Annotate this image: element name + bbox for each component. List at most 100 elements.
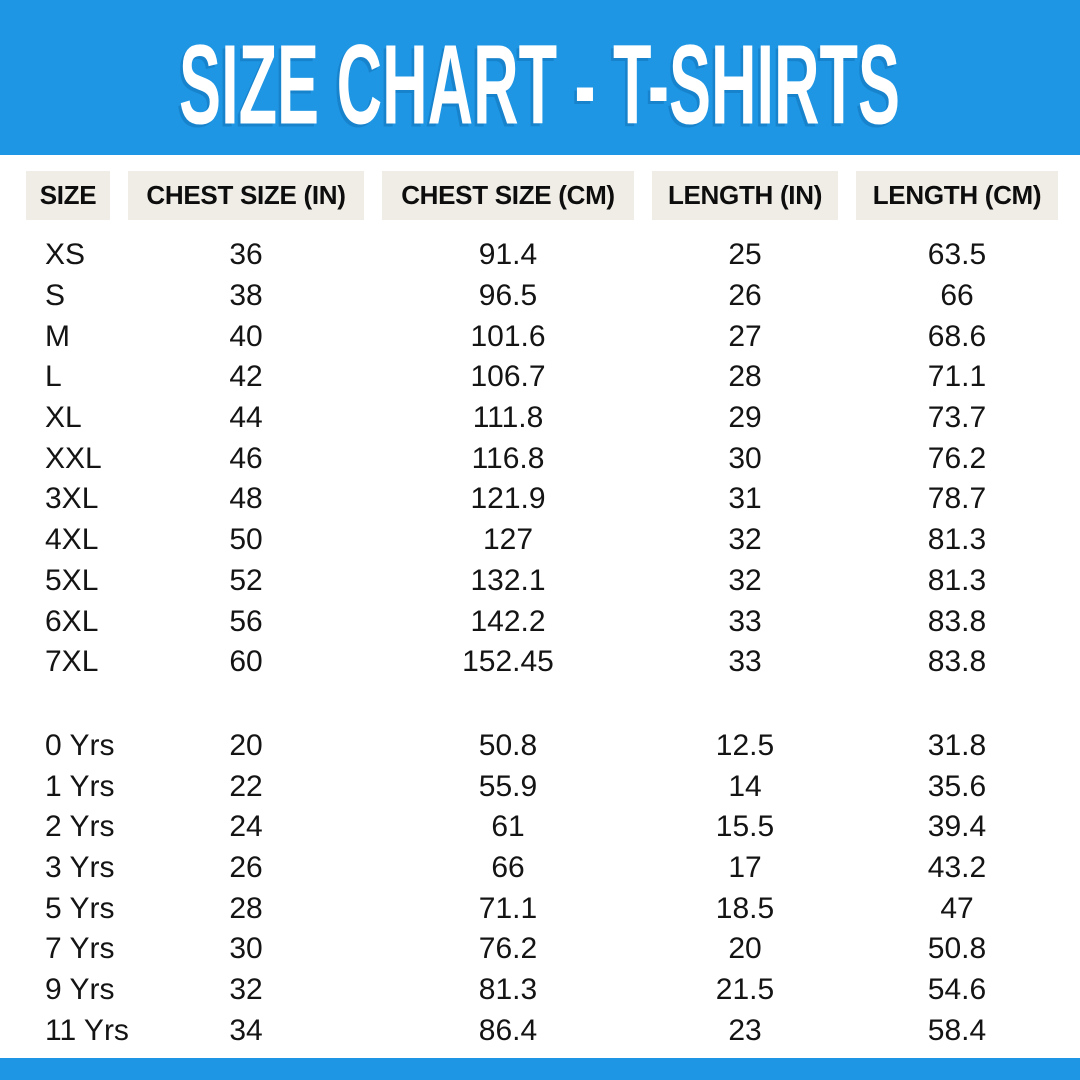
value-cell: 91.4	[478, 238, 538, 272]
table-header-row: SIZE CHEST SIZE (IN) CHEST SIZE (CM) LENGTH…	[26, 171, 1058, 220]
value-cell: 26	[229, 850, 263, 884]
value-cell: 24	[229, 810, 263, 844]
value-cell: 76.2	[927, 441, 987, 475]
value-cell: 73.7	[927, 401, 987, 435]
value-cell: 81.3	[927, 523, 987, 557]
value-cell: 127	[482, 523, 534, 557]
value-cell: 28	[229, 891, 263, 925]
kids-size-row: 5 Yrs 28 71.1 18.5 47	[26, 888, 1058, 929]
value-cell: 81.3	[927, 563, 987, 597]
value-cell: 56	[229, 604, 263, 638]
size-label-cell: 6XL	[45, 604, 99, 638]
value-cell: 54.6	[927, 973, 987, 1007]
value-cell: 29	[728, 401, 762, 435]
value-cell: 35.6	[927, 769, 987, 803]
value-cell: 132.1	[470, 563, 546, 597]
kids-size-row: 0 Yrs 20 50.8 12.5 31.8	[26, 726, 1058, 767]
value-cell: 52	[229, 563, 263, 597]
value-cell: 71.1	[927, 360, 987, 394]
title-banner: SIZE CHART - T-SHIRTS	[0, 0, 1080, 155]
size-label-cell: 7 Yrs	[45, 932, 115, 966]
value-cell: 30	[229, 932, 263, 966]
value-cell: 43.2	[927, 850, 987, 884]
value-cell: 55.9	[478, 769, 538, 803]
kids-size-row: 11 Yrs 34 86.4 23 58.4	[26, 1010, 1058, 1051]
value-cell: 47	[940, 891, 974, 925]
size-table: SIZE CHEST SIZE (IN) CHEST SIZE (CM) LENGTH…	[26, 171, 1058, 1051]
value-cell: 58.4	[927, 1013, 987, 1047]
kids-size-row: 1 Yrs 22 55.9 14 35.6	[26, 766, 1058, 807]
value-cell: 31.8	[927, 728, 987, 762]
value-cell: 50	[229, 523, 263, 557]
value-cell: 60	[229, 645, 263, 679]
value-cell: 83.8	[927, 604, 987, 638]
value-cell: 83.8	[927, 645, 987, 679]
value-cell: 40	[229, 319, 263, 353]
value-cell: 17	[728, 850, 762, 884]
value-cell: 33	[728, 604, 762, 638]
value-cell: 121.9	[470, 482, 546, 516]
adult-rows-section: XS 36 91.4 25 63.5 S 38 96.5 26 66 M 40 101.6 27 68.6 L…	[26, 235, 1058, 683]
adult-size-row: L 42 106.7 28 71.1	[26, 357, 1058, 398]
kids-rows-section: 0 Yrs 20 50.8 12.5 31.8 1 Yrs 22 55.9 14 35.6 2 Yr…	[26, 726, 1058, 1052]
column-header: LENGTH (IN)	[652, 171, 838, 220]
size-label-cell: 4XL	[45, 523, 99, 557]
value-cell: 22	[229, 769, 263, 803]
value-cell: 38	[229, 279, 263, 313]
value-cell: 30	[728, 441, 762, 475]
column-header: LENGTH (CM)	[856, 171, 1058, 220]
value-cell: 68.6	[927, 319, 987, 353]
size-label-cell: S	[45, 279, 66, 313]
adult-size-row: S 38 96.5 26 66	[26, 276, 1058, 317]
value-cell: 23	[728, 1013, 762, 1047]
value-cell: 63.5	[927, 238, 987, 272]
size-label-cell: 7XL	[45, 645, 99, 679]
adult-size-row: 5XL 52 132.1 32 81.3	[26, 561, 1058, 602]
value-cell: 66	[491, 850, 525, 884]
kids-size-row: 9 Yrs 32 81.3 21.5 54.6	[26, 970, 1058, 1011]
kids-size-row: 3 Yrs 26 66 17 43.2	[26, 848, 1058, 889]
value-cell: 78.7	[927, 482, 987, 516]
value-cell: 31	[728, 482, 762, 516]
value-cell: 71.1	[478, 891, 538, 925]
value-cell: 101.6	[470, 319, 546, 353]
value-cell: 20	[229, 728, 263, 762]
value-cell: 12.5	[715, 728, 775, 762]
size-label-cell: M	[45, 319, 70, 353]
size-label-cell: XL	[45, 401, 82, 435]
footer-strip	[0, 1058, 1080, 1080]
size-label-cell: 2 Yrs	[45, 810, 115, 844]
column-header: SIZE	[26, 171, 110, 220]
value-cell: 81.3	[478, 973, 538, 1007]
value-cell: 28	[728, 360, 762, 394]
section-spacer	[26, 683, 1058, 726]
value-cell: 33	[728, 645, 762, 679]
page-title: SIZE CHART - T-SHIRTS	[179, 20, 901, 148]
size-label-cell: 9 Yrs	[45, 973, 115, 1007]
size-label-cell: 3XL	[45, 482, 99, 516]
adult-size-row: 3XL 48 121.9 31 78.7	[26, 479, 1058, 520]
adult-size-row: XS 36 91.4 25 63.5	[26, 235, 1058, 276]
value-cell: 36	[229, 238, 263, 272]
value-cell: 106.7	[470, 360, 546, 394]
kids-size-row: 2 Yrs 24 61 15.5 39.4	[26, 807, 1058, 848]
size-label-cell: XXL	[45, 441, 102, 475]
value-cell: 50.8	[927, 932, 987, 966]
value-cell: 27	[728, 319, 762, 353]
value-cell: 142.2	[470, 604, 546, 638]
value-cell: 32	[728, 563, 762, 597]
value-cell: 32	[728, 523, 762, 557]
value-cell: 44	[229, 401, 263, 435]
value-cell: 21.5	[715, 973, 775, 1007]
size-label-cell: XS	[45, 238, 86, 272]
value-cell: 26	[728, 279, 762, 313]
adult-size-row: 4XL 50 127 32 81.3	[26, 520, 1058, 561]
value-cell: 96.5	[478, 279, 538, 313]
adult-size-row: 7XL 60 152.45 33 83.8	[26, 642, 1058, 683]
kids-size-row: 7 Yrs 30 76.2 20 50.8	[26, 929, 1058, 970]
size-label-cell: 5XL	[45, 563, 99, 597]
value-cell: 25	[728, 238, 762, 272]
size-label-cell: 5 Yrs	[45, 891, 115, 925]
value-cell: 48	[229, 482, 263, 516]
adult-size-row: M 40 101.6 27 68.6	[26, 316, 1058, 357]
